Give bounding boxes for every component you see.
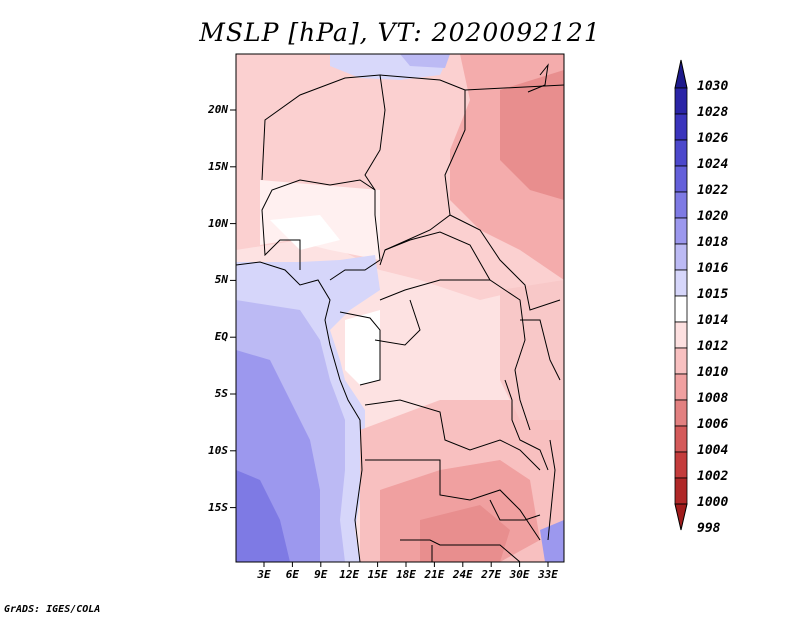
pressure-field — [236, 54, 564, 562]
colorbar-swatch — [674, 113, 688, 141]
colorbar-swatch — [674, 243, 688, 271]
colorbar-bottom-arrow — [674, 503, 688, 531]
colorbar-level-label: 1006 — [697, 417, 729, 432]
map-title: MSLP [hPa], VT: 2020092121 — [199, 18, 601, 47]
lon-tick-label: 33E — [538, 568, 558, 581]
lon-tick-label: 6E — [285, 568, 300, 581]
colorbar-swatch — [674, 425, 688, 453]
lon-tick-label: 9E — [314, 568, 328, 581]
map-frame — [235, 53, 565, 563]
lon-tick-label: 24E — [452, 568, 473, 581]
colorbar-level-label: 1022 — [697, 183, 729, 198]
colorbar-level-label: 1015 — [697, 287, 729, 302]
colorbar-level-label: 1030 — [697, 79, 729, 94]
colorbar-level-label: 1010 — [697, 365, 729, 380]
colorbar-level-label: 1026 — [697, 131, 729, 146]
colorbar-swatch — [674, 451, 688, 479]
colorbar-swatch — [674, 269, 688, 297]
lat-tick-label: 5N — [214, 273, 228, 287]
colorbar-swatch — [674, 191, 688, 219]
colorbar-level-label: 1014 — [697, 313, 729, 328]
colorbar-level-label: 1020 — [697, 209, 729, 224]
colorbar-swatch — [674, 165, 688, 193]
lat-tick-label: 15N — [208, 159, 228, 173]
colorbar — [674, 59, 688, 531]
lon-tick-label: 3E — [257, 568, 271, 581]
colorbar-swatch — [674, 217, 688, 245]
colorbar-level-label: 1024 — [697, 157, 729, 172]
colorbar-level-label: 998 — [697, 521, 721, 536]
colorbar-swatch — [674, 295, 688, 323]
lon-tick-label: 18E — [396, 568, 416, 581]
colorbar-level-label: 1018 — [697, 235, 729, 250]
lon-tick-label: 27E — [481, 568, 502, 581]
colorbar-top-arrow — [674, 59, 688, 89]
colorbar-level-label: 1002 — [697, 469, 729, 484]
colorbar-swatch — [674, 373, 688, 401]
borders — [236, 63, 564, 562]
lon-tick-label: 12E — [339, 568, 360, 581]
colorbar-swatch — [674, 139, 688, 167]
colorbar-swatch — [674, 477, 688, 505]
colorbar-level-label: 1008 — [697, 391, 729, 406]
colorbar-swatch — [674, 399, 688, 427]
colorbar-swatch — [674, 347, 688, 375]
grads-credit: GrADS: IGES/COLA — [4, 604, 101, 615]
lat-tick-label: 5S — [214, 387, 228, 400]
lat-tick-label: 10N — [208, 216, 228, 230]
colorbar-swatch — [674, 87, 688, 115]
lat-tick-label: 10S — [208, 443, 228, 457]
lon-tick-label: 21E — [424, 568, 445, 581]
lat-tick-label: 20N — [208, 103, 228, 116]
lat-tick-label: EQ — [214, 330, 228, 344]
colorbar-level-label: 1004 — [697, 443, 729, 458]
lon-tick-label: 30E — [509, 568, 530, 581]
colorbar-level-label: 1012 — [697, 339, 729, 354]
lat-tick-label: 15S — [208, 500, 228, 514]
colorbar-swatch — [674, 321, 688, 349]
lon-tick-label: 15E — [367, 568, 388, 581]
colorbar-level-label: 1028 — [697, 105, 729, 120]
colorbar-level-label: 1000 — [697, 495, 729, 510]
colorbar-level-label: 1016 — [697, 261, 729, 276]
